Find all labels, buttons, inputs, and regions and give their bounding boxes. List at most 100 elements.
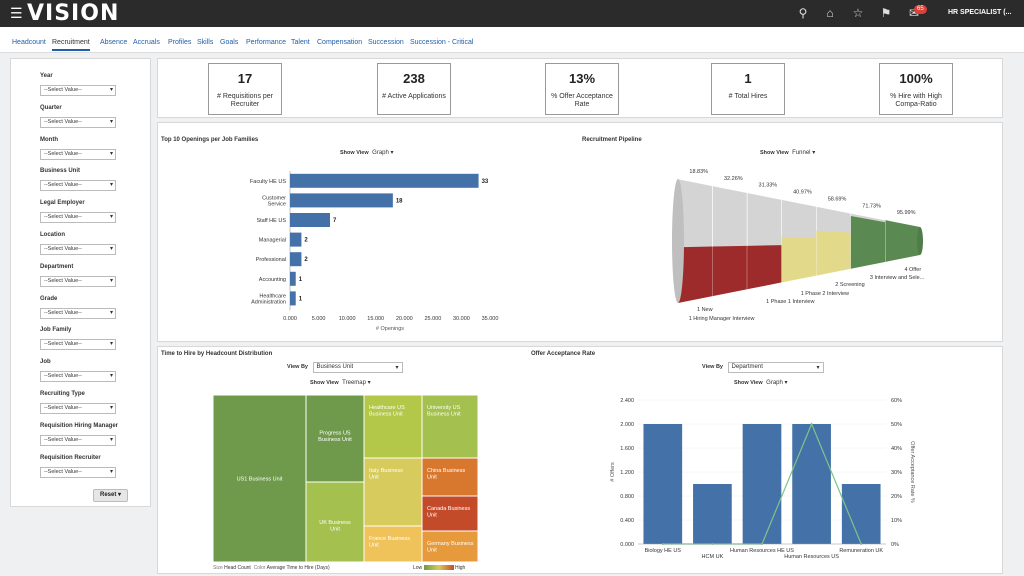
- bar-value-label: 2: [304, 238, 308, 244]
- offer-rate-view-by-value: Department: [731, 364, 763, 370]
- filter-select[interactable]: --Select Value-- ▾: [40, 244, 116, 255]
- time-to-hire-treemap: US1 Business Unit Progress US Business Uni…: [212, 394, 479, 563]
- user-menu[interactable]: HR SPECIALIST (...: [948, 9, 1012, 16]
- treemap-cell-label: France Business Unit: [369, 536, 410, 549]
- x-tick-label: Remuneration UK: [839, 548, 883, 554]
- chevron-down-icon: ▾: [109, 309, 113, 316]
- funnel-stage-fill: [678, 246, 713, 303]
- pipeline-view-select[interactable]: Funnel ▾: [792, 150, 816, 156]
- filter-select[interactable]: --Select Value-- ▾: [40, 275, 116, 287]
- reset-button[interactable]: Reset ▾: [93, 489, 128, 502]
- treemap-cell-label: China Business Unit: [427, 468, 465, 481]
- kpi-hire-high-compa-ratio: 100% % Hire with High Compa-Ratio: [879, 63, 953, 115]
- category-label: Faculty HE US: [250, 179, 286, 185]
- filter-select[interactable]: --Select Value-- ▾: [40, 116, 116, 128]
- kpi-panel: 17 # Requisitions per Recruiter 238 # Ac…: [157, 58, 1003, 118]
- treemap-cell[interactable]: [363, 394, 423, 459]
- treemap-cell[interactable]: [421, 495, 479, 532]
- filter-label: Legal Employer: [40, 200, 85, 207]
- y-tick-label: 2.000: [620, 422, 634, 428]
- offer-rate-view-by-select[interactable]: Department ▾: [727, 362, 824, 373]
- chevron-down-icon: ▾: [109, 436, 113, 443]
- y2-tick-label: 10%: [891, 518, 902, 524]
- treemap-cell[interactable]: [421, 530, 479, 563]
- time-to-hire-view-select[interactable]: Treemap ▾: [342, 380, 371, 386]
- filter-select[interactable]: --Select Value-- ▾: [40, 403, 116, 414]
- filter-select[interactable]: --Select Value-- ▾: [40, 434, 116, 446]
- bar[interactable]: [290, 193, 393, 208]
- brand-logo[interactable]: VISION: [27, 1, 120, 26]
- treemap-cell[interactable]: [212, 394, 307, 563]
- y-tick-label: 0.400: [620, 518, 634, 524]
- funnel-stage-fill: [781, 236, 817, 283]
- category-label: Managerial: [259, 238, 286, 244]
- bar[interactable]: [643, 424, 683, 544]
- tab-skills[interactable]: Skills: [197, 39, 214, 46]
- filter-select[interactable]: --Select Value-- ▾: [40, 371, 116, 383]
- bar[interactable]: [290, 271, 296, 286]
- tab-accruals[interactable]: Accruals: [133, 39, 160, 46]
- offer-rate-title: Offer Acceptance Rate: [531, 351, 596, 357]
- funnel-percent-label: 32.26%: [724, 176, 743, 182]
- bar[interactable]: [290, 291, 296, 306]
- treemap-cell[interactable]: [305, 481, 365, 563]
- search-icon[interactable]: ⚲: [798, 6, 808, 20]
- bar[interactable]: [693, 484, 732, 544]
- pipeline-title: Recruitment Pipeline: [582, 137, 642, 143]
- filter-label: Department: [40, 263, 74, 270]
- bar[interactable]: [792, 424, 831, 544]
- tab-performance[interactable]: Performance: [246, 39, 287, 46]
- tab-succession[interactable]: Succession: [368, 39, 404, 46]
- kpi-active-applications: 238 # Active Applications: [377, 63, 451, 115]
- top-bar: ☰ VISION ⚲ ⌂ ☆ ⚑ ✉ 65 HR SPECIALIST (...: [0, 0, 1024, 27]
- treemap-cell-label: Healthcare US Business Unit: [369, 405, 405, 418]
- treemap-cell[interactable]: [305, 394, 365, 483]
- tab-goals[interactable]: Goals: [220, 39, 239, 46]
- star-icon[interactable]: ☆: [852, 6, 864, 20]
- home-icon[interactable]: ⌂: [826, 6, 834, 20]
- tab-profiles[interactable]: Profiles: [168, 39, 192, 46]
- filter-select[interactable]: --Select Value-- ▾: [40, 307, 116, 319]
- tab-succession-critical[interactable]: Succession - Critical: [410, 39, 474, 46]
- y2-tick-label: 0%: [891, 542, 899, 548]
- funnel-percent-label: 18.83%: [689, 169, 708, 175]
- tab-headcount[interactable]: Headcount: [12, 39, 46, 46]
- time-to-hire-view-value: Treemap: [342, 380, 366, 386]
- filter-select-value: --Select Value--: [44, 468, 82, 475]
- x-axis-label: # Openings: [376, 326, 404, 332]
- bar[interactable]: [290, 173, 479, 188]
- treemap-cell[interactable]: [363, 525, 423, 563]
- time-to-hire-view-by-select[interactable]: Business Unit ▾: [312, 362, 403, 373]
- funnel-stage-fill: [885, 220, 920, 262]
- funnel-stage-label: 1 Phase 1 Interview: [766, 299, 814, 305]
- funnel-stage-label: 1 New: [697, 307, 713, 313]
- filter-select[interactable]: --Select Value-- ▾: [40, 180, 116, 192]
- filter-select[interactable]: --Select Value-- ▾: [40, 466, 116, 478]
- funnel-stage-fill: [747, 245, 782, 290]
- filter-select[interactable]: --Select Value-- ▾: [40, 339, 116, 351]
- funnel-stage-fill: [712, 245, 748, 297]
- bar[interactable]: [841, 484, 881, 544]
- filter-select[interactable]: --Select Value-- ▾: [40, 212, 116, 224]
- bar-value-label: 2: [304, 257, 308, 263]
- filter-select[interactable]: --Select Value-- ▾: [40, 148, 116, 160]
- line-point[interactable]: [810, 423, 813, 425]
- filter-label: Grade: [40, 295, 58, 302]
- bar[interactable]: [290, 232, 302, 247]
- tab-recruitment[interactable]: Recruitment: [52, 36, 90, 51]
- filter-select[interactable]: --Select Value-- ▾: [40, 85, 116, 96]
- openings-view-select[interactable]: Graph ▾: [372, 150, 394, 156]
- tab-absence[interactable]: Absence: [100, 39, 128, 46]
- treemap-cell[interactable]: [363, 457, 423, 527]
- flag-icon[interactable]: ⚑: [880, 6, 892, 20]
- tab-talent[interactable]: Talent: [291, 39, 310, 46]
- category-label: Professional: [256, 257, 286, 263]
- hamburger-menu-icon[interactable]: ☰: [10, 5, 23, 21]
- bar[interactable]: [290, 213, 330, 227]
- bar[interactable]: [290, 252, 302, 267]
- bar[interactable]: [742, 424, 782, 544]
- offer-rate-view-select[interactable]: Graph ▾: [766, 380, 788, 386]
- notifications-icon[interactable]: ✉: [908, 6, 920, 20]
- time-offer-panel: Time to Hire by Headcount Distribution V…: [157, 346, 1003, 574]
- tab-compensation[interactable]: Compensation: [317, 39, 363, 46]
